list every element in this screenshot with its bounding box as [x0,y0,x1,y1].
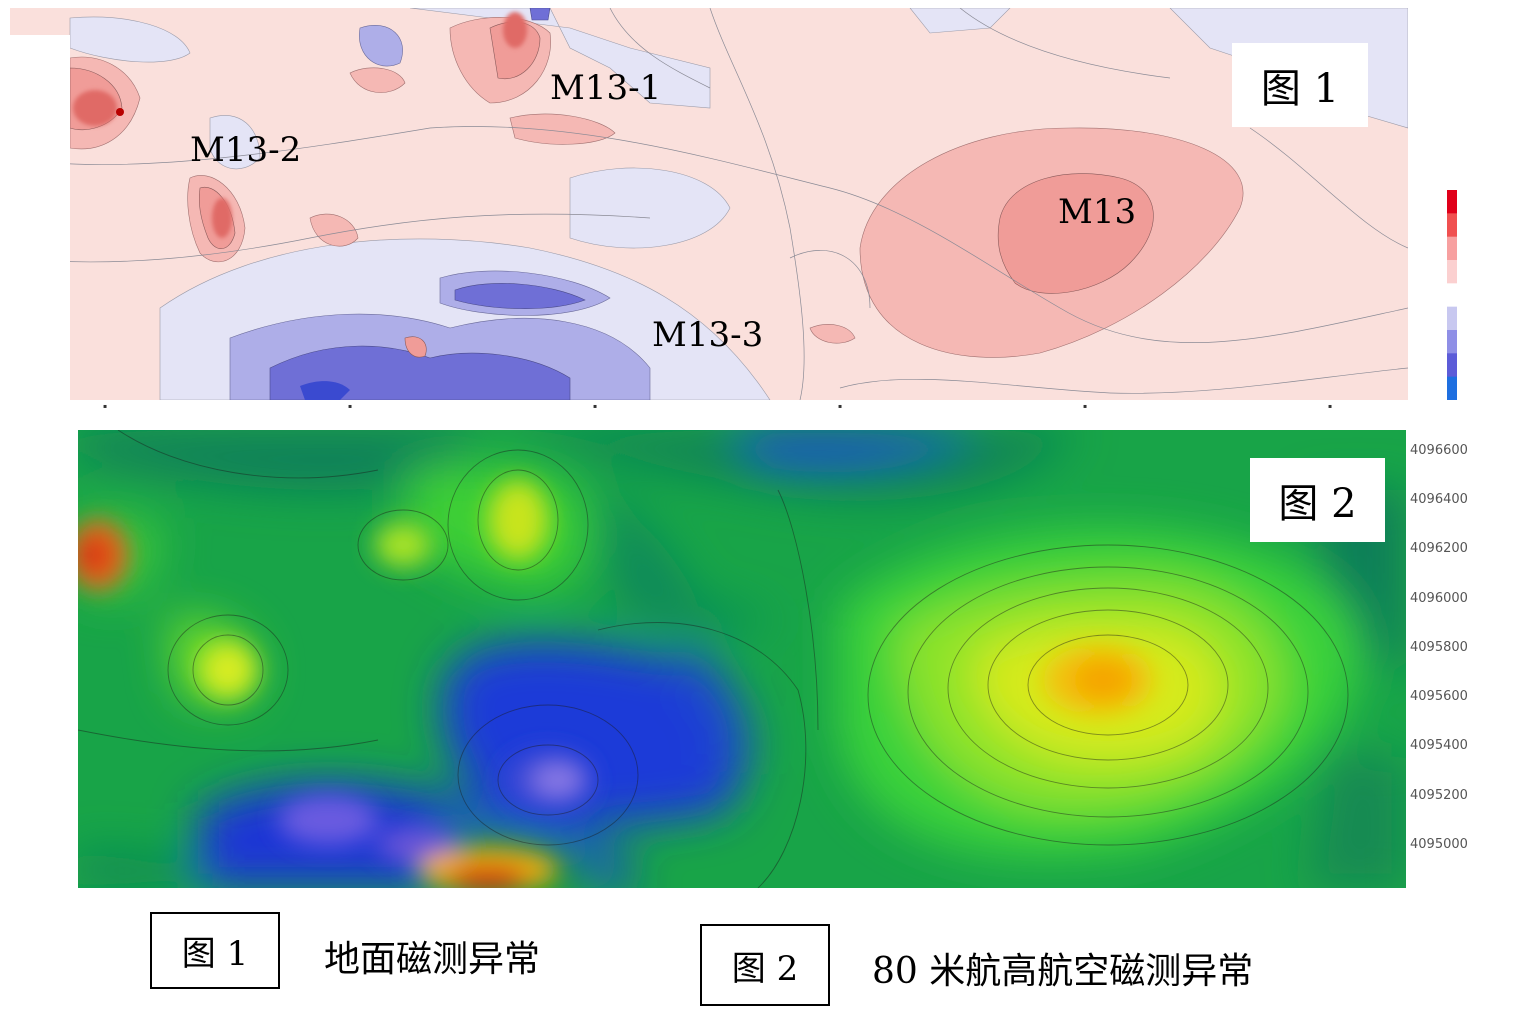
x-tick: ▪ [1328,403,1333,410]
caption-figure2: 80 米航高航空磁测异常 [872,951,1254,992]
x-tick: ▪ [103,403,108,410]
caption-figure1: 地面磁测异常 [324,939,541,980]
y-tick: 4096600 [1410,443,1468,458]
figure2-tag: 图 2 [1250,458,1385,542]
x-tick: ▪ [1083,403,1088,410]
anomaly-label-m13-1: M13-1 [550,68,662,108]
y-tick: 4095200 [1410,788,1468,803]
x-tick: ▪ [348,403,353,410]
y-tick: 4095000 [1410,837,1468,852]
caption-tag-figure1: 图 1 [150,912,280,989]
color-swatch [1447,283,1457,308]
y-tick: 4096000 [1410,591,1468,606]
ground-magnetic-contours [10,8,1408,400]
color-swatch [1447,236,1457,261]
color-swatch [1447,213,1457,238]
x-tick: ▪ [593,403,598,410]
color-swatch [1447,306,1457,331]
color-swatch [1447,376,1457,400]
color-scale-swatches [1447,190,1457,400]
caption-tag-figure2: 图 2 [700,924,830,1006]
color-swatch [1447,330,1457,354]
color-scale-bar [1447,190,1457,400]
y-tick: 4095400 [1410,738,1468,753]
y-tick: 4096200 [1410,541,1468,556]
map-margin [10,35,70,400]
aeromagnetic-contours [78,430,1406,888]
y-tick: 4096400 [1410,492,1468,507]
aeromagnetic-map [78,430,1406,888]
ground-magnetic-map [10,8,1408,400]
color-swatch [1447,260,1457,284]
x-tick: ▪ [838,403,843,410]
anomaly-label-m13-2: M13-2 [190,130,302,170]
anomaly-label-m13: M13 [1058,192,1137,232]
color-swatch [1447,353,1457,378]
color-swatch [1447,190,1457,214]
y-tick: 4095600 [1410,689,1468,704]
figure1-tag: 图 1 [1232,43,1368,127]
y-tick: 4095800 [1410,640,1468,655]
anomaly-label-m13-3: M13-3 [652,315,764,355]
